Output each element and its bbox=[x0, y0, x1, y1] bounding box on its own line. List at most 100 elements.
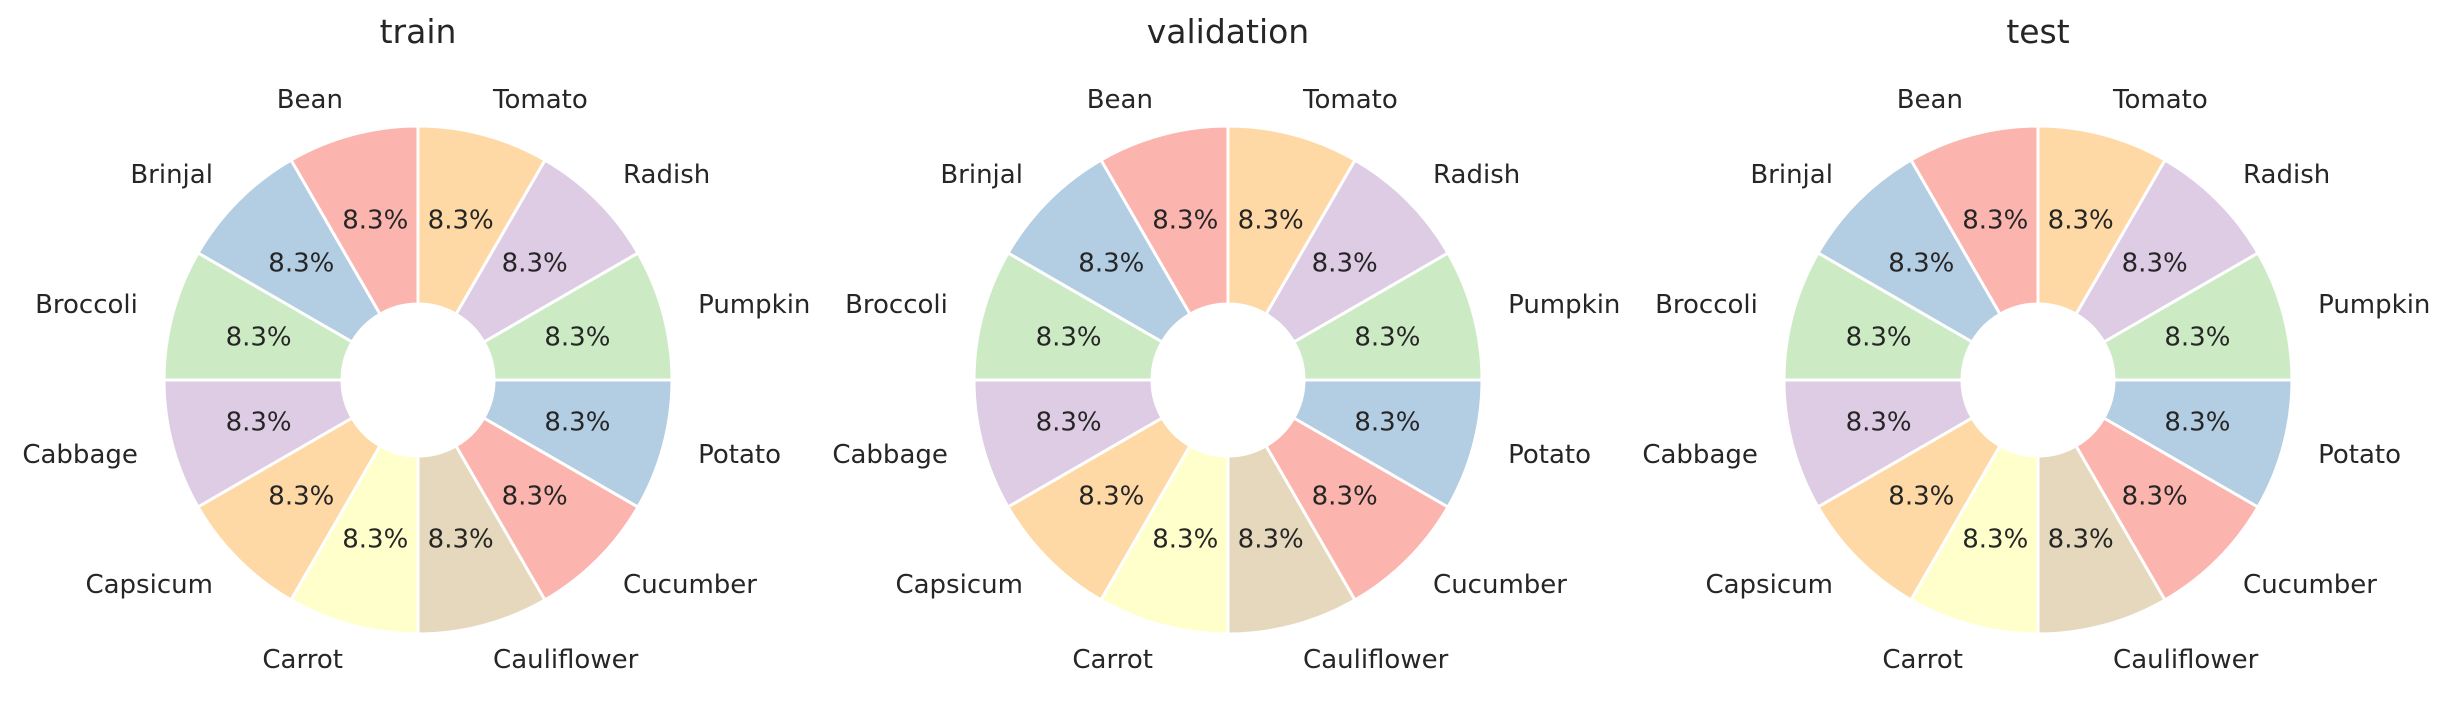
pie-slice-capsicum bbox=[195, 415, 383, 603]
category-label: Cabbage bbox=[832, 440, 948, 470]
pie-slice-carrot bbox=[1098, 443, 1230, 636]
category-label: Carrot bbox=[1882, 645, 1963, 675]
pie-slice-radish bbox=[1263, 157, 1451, 345]
pie-slice-brinjal bbox=[1005, 157, 1193, 345]
category-label: Tomato bbox=[492, 85, 588, 115]
pie-slice-pumpkin bbox=[1291, 250, 1484, 382]
category-label: Cabbage bbox=[22, 440, 138, 470]
pie-slice-broccoli bbox=[972, 250, 1165, 382]
percent-label: 8.3% bbox=[268, 248, 334, 278]
category-label: Cucumber bbox=[1433, 570, 1567, 600]
percent-label: 8.3% bbox=[544, 408, 610, 438]
pie-slice-potato bbox=[2101, 378, 2294, 510]
percent-label: 8.3% bbox=[1078, 248, 1144, 278]
pie-slice-cucumber bbox=[1263, 415, 1451, 603]
pie-slice-bean bbox=[1908, 124, 2040, 317]
pie-slice-potato bbox=[481, 378, 674, 510]
category-label: Pumpkin bbox=[698, 290, 810, 320]
category-label: Tomato bbox=[2112, 85, 2208, 115]
category-label: Brinjal bbox=[130, 160, 213, 190]
pie-slice-bean bbox=[1098, 124, 1230, 317]
chart-title: train bbox=[380, 12, 457, 51]
percent-label: 8.3% bbox=[1312, 482, 1378, 512]
pie-slice-cucumber bbox=[2073, 415, 2261, 603]
category-label: Potato bbox=[698, 440, 781, 470]
pie-slice-broccoli bbox=[162, 250, 355, 382]
category-label: Cauliflower bbox=[1303, 645, 1449, 675]
pie-slice-capsicum bbox=[1815, 415, 2003, 603]
category-label: Cabbage bbox=[1642, 440, 1758, 470]
pie-slice-brinjal bbox=[195, 157, 383, 345]
category-label: Carrot bbox=[1072, 645, 1153, 675]
pie-slice-cauliflower bbox=[416, 443, 548, 636]
pie-slice-capsicum bbox=[1005, 415, 1193, 603]
percent-label: 8.3% bbox=[268, 482, 334, 512]
category-label: Broccoli bbox=[1655, 290, 1758, 320]
percent-label: 8.3% bbox=[2164, 408, 2230, 438]
pie-slice-tomato bbox=[1226, 124, 1358, 317]
percent-label: 8.3% bbox=[1888, 482, 1954, 512]
pie-slice-radish bbox=[453, 157, 641, 345]
percent-label: 8.3% bbox=[1078, 482, 1144, 512]
percent-label: 8.3% bbox=[342, 206, 408, 236]
percent-label: 8.3% bbox=[428, 524, 494, 554]
chart-panel-train: train 8.3% Bean 8.3% Brinjal 8.3% Broccoli 8.3… bbox=[22, 12, 810, 675]
percent-label: 8.3% bbox=[1354, 408, 1420, 438]
percent-label: 8.3% bbox=[1962, 206, 2028, 236]
pie-slice-cauliflower bbox=[1226, 443, 1358, 636]
percent-label: 8.3% bbox=[2048, 206, 2114, 236]
chart-title: test bbox=[2006, 12, 2069, 51]
percent-label: 8.3% bbox=[226, 322, 292, 352]
category-label: Bean bbox=[277, 85, 343, 115]
category-label: Radish bbox=[1433, 160, 1520, 190]
category-label: Bean bbox=[1897, 85, 1963, 115]
category-label: Potato bbox=[2318, 440, 2401, 470]
percent-label: 8.3% bbox=[1354, 322, 1420, 352]
category-label: Brinjal bbox=[940, 160, 1023, 190]
pie-slice-pumpkin bbox=[481, 250, 674, 382]
category-label: Potato bbox=[1508, 440, 1591, 470]
percent-label: 8.3% bbox=[1036, 322, 1102, 352]
percent-label: 8.3% bbox=[1238, 206, 1304, 236]
category-label: Broccoli bbox=[35, 290, 138, 320]
category-label: Carrot bbox=[262, 645, 343, 675]
pie-slice-tomato bbox=[2036, 124, 2168, 317]
pie-slice-pumpkin bbox=[2101, 250, 2294, 382]
category-label: Radish bbox=[623, 160, 710, 190]
percent-label: 8.3% bbox=[1152, 206, 1218, 236]
percent-label: 8.3% bbox=[428, 206, 494, 236]
category-label: Brinjal bbox=[1750, 160, 1833, 190]
pie-slice-cauliflower bbox=[2036, 443, 2168, 636]
percent-label: 8.3% bbox=[2122, 482, 2188, 512]
percent-label: 8.3% bbox=[1962, 524, 2028, 554]
category-label: Capsicum bbox=[1705, 570, 1832, 600]
pie-slice-bean bbox=[288, 124, 420, 317]
percent-label: 8.3% bbox=[544, 322, 610, 352]
category-label: Cucumber bbox=[2243, 570, 2377, 600]
percent-label: 8.3% bbox=[502, 482, 568, 512]
pie-slice-carrot bbox=[288, 443, 420, 636]
percent-label: 8.3% bbox=[1846, 408, 1912, 438]
percent-label: 8.3% bbox=[1036, 408, 1102, 438]
percent-label: 8.3% bbox=[502, 248, 568, 278]
pie-slice-carrot bbox=[1908, 443, 2040, 636]
percent-label: 8.3% bbox=[1846, 322, 1912, 352]
pie-slice-radish bbox=[2073, 157, 2261, 345]
category-label: Pumpkin bbox=[2318, 290, 2430, 320]
percent-label: 8.3% bbox=[2122, 248, 2188, 278]
category-label: Capsicum bbox=[895, 570, 1022, 600]
pie-slice-tomato bbox=[416, 124, 548, 317]
percent-label: 8.3% bbox=[1312, 248, 1378, 278]
pie-slice-cabbage bbox=[972, 378, 1165, 510]
percent-label: 8.3% bbox=[1152, 524, 1218, 554]
chart-title: validation bbox=[1147, 12, 1309, 51]
chart-panel-validation: validation 8.3% Bean 8.3% Brinjal 8.3% Brocco… bbox=[832, 12, 1620, 675]
category-label: Tomato bbox=[1302, 85, 1398, 115]
category-label: Bean bbox=[1087, 85, 1153, 115]
pie-slice-cucumber bbox=[453, 415, 641, 603]
percent-label: 8.3% bbox=[1888, 248, 1954, 278]
percent-label: 8.3% bbox=[1238, 524, 1304, 554]
category-label: Broccoli bbox=[845, 290, 948, 320]
category-label: Pumpkin bbox=[1508, 290, 1620, 320]
pie-slice-potato bbox=[1291, 378, 1484, 510]
